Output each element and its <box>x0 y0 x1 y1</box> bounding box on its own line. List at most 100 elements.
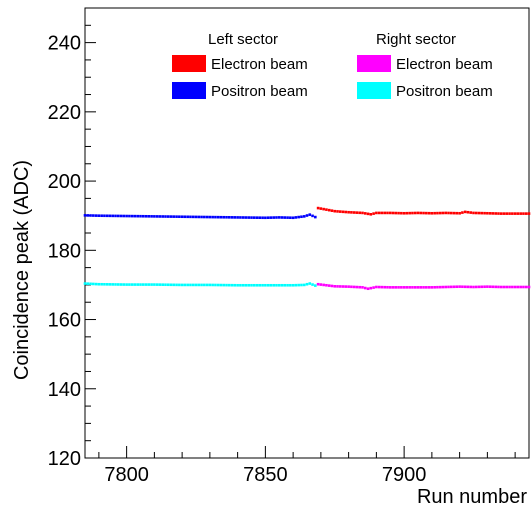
data-point <box>397 211 400 215</box>
data-point <box>350 211 353 214</box>
data-point <box>474 285 478 289</box>
data-point <box>372 286 375 289</box>
data-point <box>164 215 167 218</box>
data-point <box>141 283 145 286</box>
legend: Left sector Right sector Electron beam P… <box>172 31 493 100</box>
data-point <box>483 285 486 289</box>
data-point <box>139 283 142 286</box>
data-point <box>488 212 492 215</box>
data-point <box>433 285 436 289</box>
data-point <box>455 285 459 289</box>
data-points <box>83 206 531 291</box>
data-point <box>258 216 262 219</box>
data-point <box>308 213 312 216</box>
data-point <box>311 214 314 218</box>
data-point <box>427 286 431 289</box>
data-point <box>89 282 92 286</box>
data-point <box>114 283 117 286</box>
data-point <box>283 216 287 219</box>
data-point <box>330 209 334 212</box>
data-point <box>211 215 214 219</box>
data-point <box>189 215 192 219</box>
x-tick-label: 7800 <box>104 464 149 486</box>
data-point <box>339 285 342 288</box>
data-point <box>153 215 156 218</box>
data-point <box>502 285 506 289</box>
data-point <box>125 214 128 218</box>
data-point <box>269 216 273 219</box>
data-point <box>250 216 253 219</box>
data-point <box>216 215 220 219</box>
data-point <box>200 215 203 219</box>
data-point <box>358 285 362 289</box>
data-point <box>244 216 248 219</box>
data-point <box>233 283 237 287</box>
data-point <box>83 214 87 217</box>
data-point <box>108 283 112 286</box>
data-point <box>344 285 348 288</box>
data-point <box>264 283 267 287</box>
data-point <box>524 285 528 289</box>
data-point <box>408 286 411 289</box>
data-point <box>286 283 289 287</box>
data-point <box>322 283 325 287</box>
data-point <box>258 283 262 287</box>
data-point <box>150 215 153 218</box>
data-point <box>244 283 248 287</box>
data-point <box>308 282 312 285</box>
data-point <box>239 216 242 219</box>
data-point <box>355 285 359 289</box>
data-point <box>430 286 434 289</box>
data-point <box>208 283 212 287</box>
data-point <box>194 215 198 219</box>
data-point <box>280 216 284 219</box>
data-point <box>316 282 320 286</box>
data-point <box>369 213 373 216</box>
data-point <box>277 216 281 219</box>
data-point <box>366 212 370 216</box>
data-point <box>219 215 223 219</box>
data-point <box>166 215 170 218</box>
data-point <box>441 285 445 289</box>
data-point <box>111 214 115 218</box>
data-point <box>266 216 270 219</box>
data-point <box>214 283 217 287</box>
data-point <box>266 283 270 287</box>
data-point <box>272 283 275 287</box>
data-point <box>158 215 162 218</box>
data-point <box>452 285 456 289</box>
data-point <box>294 283 298 287</box>
data-point <box>463 210 467 214</box>
data-point <box>461 211 464 214</box>
data-point <box>358 211 362 215</box>
data-point <box>291 216 295 220</box>
y-tick-label: 160 <box>48 310 81 332</box>
data-point <box>372 212 375 215</box>
data-point <box>175 283 178 287</box>
data-point <box>469 211 473 214</box>
legend-group-title-left: Left sector <box>208 31 278 48</box>
data-point <box>480 211 484 215</box>
data-point <box>228 283 231 287</box>
data-point <box>505 212 509 215</box>
data-point <box>103 283 106 286</box>
data-point <box>117 283 120 286</box>
data-point <box>499 212 503 215</box>
data-point <box>361 286 364 289</box>
legend-label-right-electron: Electron beam <box>396 56 493 73</box>
data-point <box>394 286 398 289</box>
data-point <box>144 214 148 218</box>
data-point <box>158 283 162 286</box>
data-point <box>508 285 511 289</box>
data-point <box>441 211 445 215</box>
data-point <box>447 285 450 289</box>
data-point <box>519 285 522 289</box>
data-point <box>333 285 337 288</box>
data-point <box>255 283 259 287</box>
data-point <box>289 283 292 287</box>
data-point <box>522 285 525 289</box>
data-point <box>336 210 339 213</box>
data-point <box>341 285 345 288</box>
data-point <box>397 286 400 289</box>
data-point <box>444 211 448 215</box>
